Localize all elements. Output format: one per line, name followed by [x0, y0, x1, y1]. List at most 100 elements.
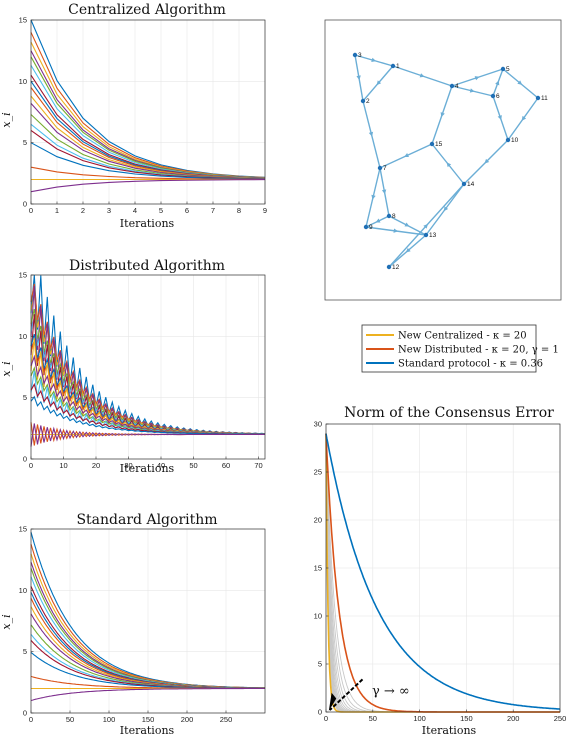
graph-node-1 [390, 63, 396, 69]
graph-node-label-1: 1 [396, 63, 400, 70]
graph-edge-arrow [419, 73, 425, 78]
graph-node-label-13: 13 [429, 232, 437, 239]
centralized-xtick-label: 2 [81, 206, 85, 215]
distributed-xtick-label: 30 [124, 461, 132, 470]
norm-panel: Norm of the Consensus Error Iterations 0… [314, 405, 567, 737]
centralized-xtick-label: 9 [263, 206, 267, 215]
graph-node-label-4: 4 [455, 83, 459, 90]
distributed-xtick-label: 0 [29, 461, 33, 470]
legend-label-distributed: New Distributed - κ = 20, γ = 1 [398, 345, 559, 356]
graph-edge-arrow [443, 206, 449, 212]
norm-ytick-label: 20 [314, 516, 322, 525]
norm-xtick-label: 50 [369, 714, 377, 723]
graph-node-13 [423, 232, 429, 238]
norm-xtick-label: 200 [507, 714, 520, 723]
graph-node-12 [386, 264, 392, 270]
centralized-xtick-label: 4 [133, 206, 137, 215]
distributed-xtick-label: 40 [157, 461, 165, 470]
standard-ytick-label: 15 [19, 525, 27, 534]
centralized-xtick-label: 0 [29, 206, 33, 215]
graph-edge-arrow [381, 189, 387, 195]
graph-node-label-14: 14 [467, 181, 475, 188]
distributed-agent-line [30, 423, 265, 447]
standard-title: Standard Algorithm [76, 512, 217, 528]
distributed-ytick-label: 15 [19, 271, 27, 280]
graph-node-label-9: 9 [369, 224, 373, 231]
centralized-ytick-label: 5 [23, 138, 27, 147]
standard-ytick-label: 10 [19, 586, 27, 595]
graph-edge-arrow [484, 158, 490, 164]
norm-ytick-label: 15 [314, 564, 322, 573]
graph-edge-arrow [393, 228, 399, 233]
norm-xtick-label: 250 [554, 714, 567, 723]
norm-ytick-label: 30 [314, 420, 322, 429]
gamma-annotation: γ → ∞ [372, 684, 410, 699]
graph-node-4 [449, 83, 455, 89]
standard-xtick-label: 0 [29, 715, 33, 724]
gamma-arrow-head [328, 692, 337, 712]
centralized-ylabel: x_i [0, 112, 13, 127]
centralized-axes-frame [30, 19, 266, 205]
distributed-ytick-label: 5 [23, 393, 27, 402]
distributed-xlabel: Iterations [120, 462, 175, 475]
graph-edge-arrow [474, 76, 480, 81]
standard-ytick-label: 5 [23, 647, 27, 656]
legend: New Centralized - κ = 20 New Distributed… [361, 324, 559, 373]
graph-edge-arrow [517, 80, 523, 85]
centralized-xtick-label: 7 [211, 206, 215, 215]
graph-node-8 [386, 213, 392, 219]
graph-node-14 [461, 181, 467, 187]
graph-node-3 [352, 52, 358, 58]
distributed-xtick-label: 20 [92, 461, 100, 470]
legend-label-standard: Standard protocol - κ = 0.36 [398, 359, 543, 370]
graph-edge-arrow [376, 80, 382, 86]
distributed-xtick-label: 50 [189, 461, 197, 470]
standard-xlabel: Iterations [120, 724, 175, 737]
norm-ytick-label: 25 [314, 468, 322, 477]
centralized-xlabel: Iterations [120, 217, 175, 230]
norm-series-line-2 [325, 433, 560, 710]
graph-edge-arrow [368, 131, 374, 137]
graph-node-7 [377, 165, 383, 171]
distributed-axes-frame [30, 274, 266, 460]
graph-node-label-11: 11 [541, 95, 548, 102]
graph-edge-arrow [403, 153, 409, 158]
standard-agent-line [30, 687, 265, 702]
centralized-agent-line [30, 179, 266, 193]
distributed-ytick-label: 0 [23, 455, 27, 464]
distributed-panel: Distributed Algorithm Iterations x_i 0 10… [0, 258, 266, 475]
norm-ytick-label: 10 [314, 612, 322, 621]
norm-xtick-label: 0 [324, 714, 328, 723]
graph-node-5 [500, 66, 506, 72]
gamma-arrow-shaft [329, 678, 364, 711]
distributed-xtick-label: 70 [254, 461, 262, 470]
centralized-xtick-label: 6 [185, 206, 189, 215]
distributed-ytick-label: 10 [19, 332, 27, 341]
standard-xtick-label: 250 [220, 715, 233, 724]
graph-edge-arrow [446, 162, 452, 168]
graph-edge-arrow [440, 112, 445, 118]
standard-ytick-label: 0 [23, 709, 27, 718]
centralized-xtick-label: 5 [159, 206, 163, 215]
norm-xlabel: Iterations [422, 724, 477, 737]
graph-edge-arrow [469, 88, 475, 93]
graph-node-label-15: 15 [435, 141, 443, 148]
graph-edge-arrow [371, 57, 377, 62]
centralized-panel: Centralized Algorithm Iterations x_i 0 1 2… [0, 2, 267, 230]
graph-edge-arrow [495, 80, 500, 86]
centralized-xtick-label: 3 [107, 206, 111, 215]
graph-node-15 [429, 141, 435, 147]
graph-edge-arrow [404, 222, 410, 227]
graph-edge-arrow [497, 115, 502, 121]
graph-edge-arrow [371, 194, 376, 200]
centralized-ytick-label: 10 [19, 77, 27, 86]
standard-xtick-label: 200 [181, 715, 194, 724]
centralized-xtick-label: 1 [55, 206, 59, 215]
graph-edge-arrow [521, 115, 527, 121]
distributed-ylabel: x_i [0, 361, 13, 376]
standard-ylabel: x_i [0, 614, 13, 629]
norm-xtick-label: 100 [413, 714, 426, 723]
distributed-title: Distributed Algorithm [69, 258, 225, 274]
